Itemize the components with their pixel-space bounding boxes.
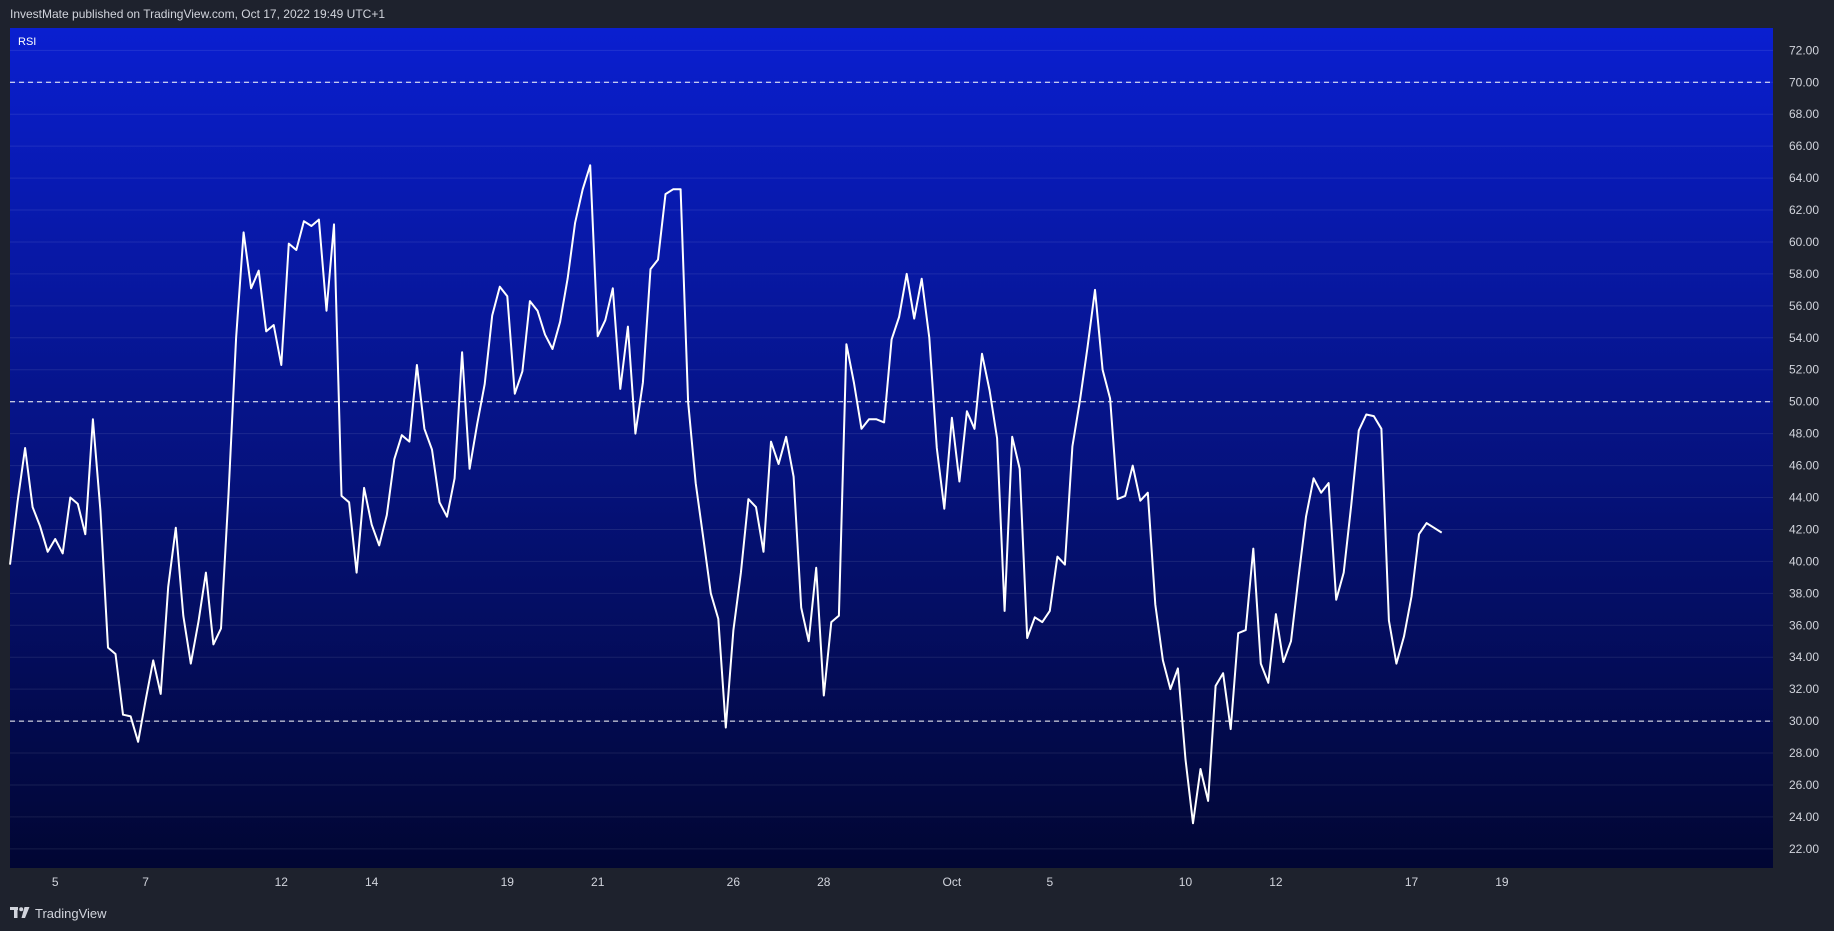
- tradingview-logo-icon[interactable]: [10, 907, 30, 919]
- y-tick-label: 54.00: [1789, 331, 1819, 345]
- rsi-line[interactable]: [9, 164, 1443, 825]
- y-tick-label: 58.00: [1789, 267, 1819, 281]
- x-tick-label: 19: [501, 875, 515, 889]
- series-layer: [9, 164, 1443, 825]
- y-tick-label: 68.00: [1789, 107, 1819, 121]
- y-tick-label: 70.00: [1789, 75, 1819, 89]
- x-tick-label: 21: [591, 875, 605, 889]
- x-tick-label: 28: [817, 875, 831, 889]
- y-tick-label: 30.00: [1789, 714, 1819, 728]
- indicator-label[interactable]: RSI: [18, 36, 36, 48]
- x-tick-label: 10: [1179, 875, 1193, 889]
- x-tick-label: 12: [1269, 875, 1283, 889]
- publish-info: InvestMate published on TradingView.com,…: [10, 7, 385, 21]
- x-tick-label: Oct: [943, 875, 962, 889]
- reference-lines: [10, 81, 1773, 722]
- y-tick-label: 24.00: [1789, 810, 1819, 824]
- y-tick-label: 62.00: [1789, 203, 1819, 217]
- y-tick-label: 26.00: [1789, 778, 1819, 792]
- y-tick-label: 52.00: [1789, 363, 1819, 377]
- y-tick-label: 34.00: [1789, 650, 1819, 664]
- y-tick-label: 60.00: [1789, 235, 1819, 249]
- y-tick-label: 28.00: [1789, 746, 1819, 760]
- x-tick-label: 17: [1405, 875, 1419, 889]
- x-tick-label: 14: [365, 875, 379, 889]
- x-tick-label: 26: [727, 875, 741, 889]
- y-tick-label: 40.00: [1789, 554, 1819, 568]
- y-tick-label: 42.00: [1789, 522, 1819, 536]
- y-tick-label: 32.00: [1789, 682, 1819, 696]
- brand-label[interactable]: TradingView: [35, 905, 107, 921]
- x-tick-label: 19: [1495, 875, 1509, 889]
- y-tick-label: 38.00: [1789, 586, 1819, 600]
- y-tick-label: 48.00: [1789, 427, 1819, 441]
- y-tick-label: 44.00: [1789, 491, 1819, 505]
- y-tick-label: 22.00: [1789, 842, 1819, 856]
- y-tick-label: 64.00: [1789, 171, 1819, 185]
- x-tick-label: 5: [1046, 875, 1053, 889]
- y-tick-label: 56.00: [1789, 299, 1819, 313]
- y-tick-label: 50.00: [1789, 395, 1819, 409]
- y-tick-label: 66.00: [1789, 139, 1819, 153]
- y-tick-label: 46.00: [1789, 459, 1819, 473]
- y-tick-label: 72.00: [1789, 43, 1819, 57]
- x-tick-label: 7: [142, 875, 149, 889]
- x-tick-label: 5: [52, 875, 59, 889]
- y-tick-label: 36.00: [1789, 618, 1819, 632]
- footer: TradingView: [10, 904, 107, 922]
- time-scale[interactable]: 5 7 12 14 19 21 26 28 Oct 5 10 12 17 19: [52, 875, 1509, 889]
- price-scale[interactable]: 72.00 70.00 68.00 66.00 64.00 62.00 60.00 58.00…: [1789, 43, 1819, 855]
- x-tick-label: 12: [275, 875, 289, 889]
- plot-area[interactable]: [10, 28, 1773, 868]
